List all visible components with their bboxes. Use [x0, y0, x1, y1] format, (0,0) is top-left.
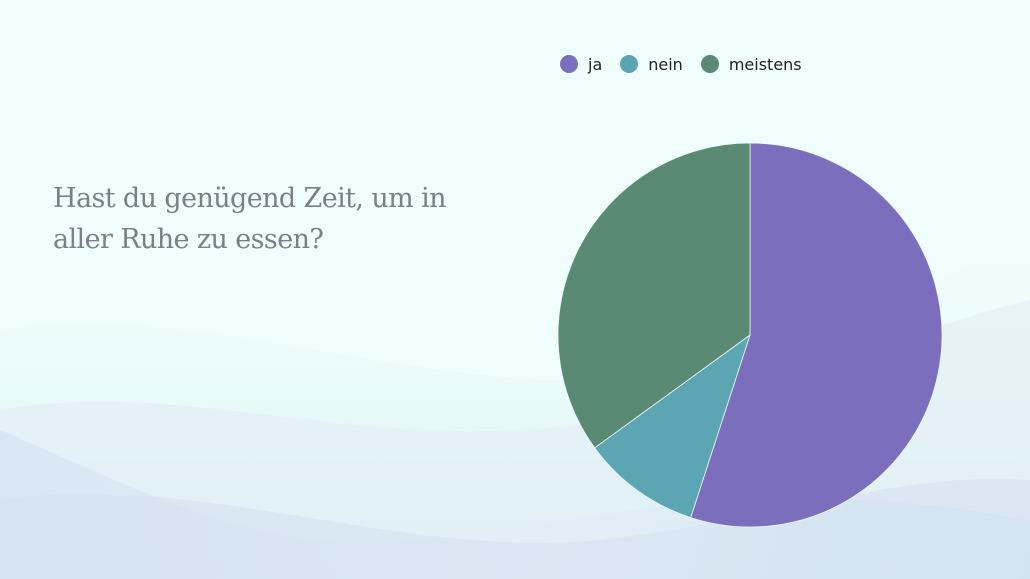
legend-label-meistens: meistens — [728, 54, 802, 74]
legend-swatch-nein — [620, 55, 639, 73]
question-line-1: Hast du genügend Zeit, um in — [53, 183, 447, 214]
question-heading: Hast du genügend Zeit, um in aller Ruhe … — [53, 178, 493, 260]
legend-label-nein: nein — [648, 54, 683, 74]
chart-legend: ja nein meistens — [560, 52, 820, 76]
pie-slice-meistens[interactable] — [557, 142, 751, 449]
legend-swatch-ja — [560, 55, 578, 73]
pie-slice-ja[interactable] — [690, 142, 943, 528]
legend-item-meistens[interactable]: meistens — [700, 54, 802, 74]
pie-chart — [557, 142, 943, 528]
legend-label-ja: ja — [588, 54, 603, 74]
pie-slice-nein[interactable] — [594, 333, 751, 519]
legend-swatch-meistens — [700, 55, 719, 73]
legend-item-nein[interactable]: nein — [620, 55, 683, 74]
question-line-2: aller Ruhe zu essen? — [53, 224, 324, 255]
legend-item-ja[interactable]: ja — [560, 55, 602, 74]
